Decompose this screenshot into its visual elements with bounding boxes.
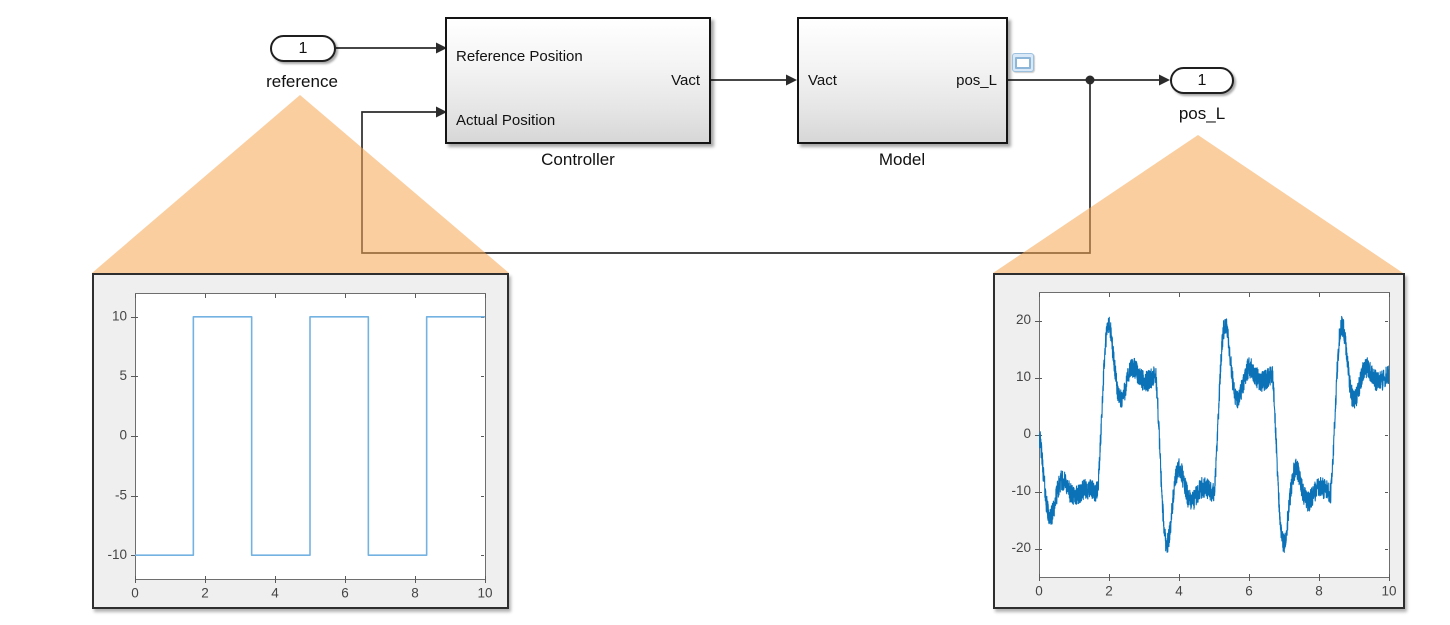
controller-in-reference-position: Reference Position (456, 48, 583, 65)
model-caption[interactable]: Model (878, 150, 926, 169)
controller-block[interactable]: Reference Position Actual Position Vact (445, 17, 711, 144)
model-out-pos-l: pos_L (956, 72, 997, 89)
pos-l-plot-canvas (995, 275, 1407, 611)
reference-plot-panel (92, 273, 511, 611)
callout-triangle-pos-l (993, 135, 1403, 273)
outport-pos-l[interactable]: 1 (1170, 67, 1234, 94)
reference-plot-canvas (94, 275, 511, 611)
signal-viewer-badge-icon[interactable] (1012, 53, 1034, 72)
outport-number: 1 (1197, 71, 1207, 89)
inport-label[interactable]: reference (266, 72, 338, 91)
inport-number: 1 (298, 39, 308, 57)
arrowhead-icon (1159, 74, 1170, 86)
outport-label[interactable]: pos_L (1178, 104, 1226, 123)
controller-in-actual-position: Actual Position (456, 112, 556, 129)
arrowhead-icon (786, 74, 797, 86)
pos-l-plot-panel (993, 273, 1407, 611)
model-in-vact: Vact (808, 72, 837, 89)
controller-out-vact: Vact (671, 72, 700, 89)
callout-triangle-reference (92, 95, 509, 273)
arrowhead-icon (436, 42, 447, 54)
inport-reference[interactable]: 1 (270, 35, 336, 62)
arrowhead-icon (436, 106, 447, 118)
scope-screen-icon (1015, 56, 1031, 69)
model-block[interactable]: Vact pos_L (797, 17, 1008, 144)
controller-caption[interactable]: Controller (541, 150, 615, 169)
